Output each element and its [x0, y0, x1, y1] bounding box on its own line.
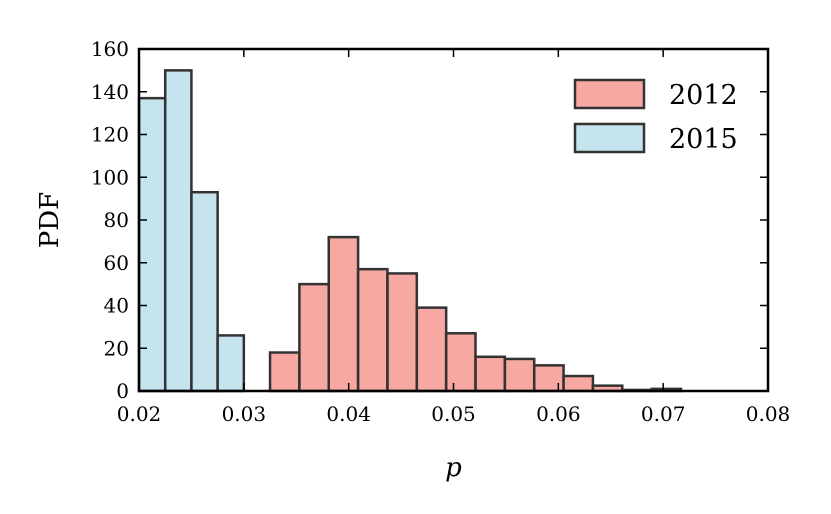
legend-swatch-2015: [573, 122, 646, 154]
x-tick-label: 0.04: [326, 402, 371, 426]
x-tick-label: 0.05: [431, 402, 476, 426]
y-tick-label: 0: [116, 379, 129, 403]
bar-2012-2: [327, 235, 360, 393]
bar-2012-4: [386, 272, 419, 393]
bar-2015-0: [137, 96, 167, 393]
x-tick-label: 0.02: [117, 402, 162, 426]
y-tick-label: 80: [104, 208, 129, 232]
bar-2012-10: [562, 374, 595, 393]
bar-2012-1: [298, 282, 330, 393]
y-tick-label: 20: [104, 336, 129, 360]
y-tick-label: 160: [91, 37, 129, 61]
x-tick-label: 0.07: [641, 402, 686, 426]
bar-2015-3: [216, 334, 246, 393]
y-axis-ticks: 0 20 40 60 80 100 120 140 160: [91, 37, 768, 403]
y-axis-label: PDF: [35, 192, 65, 248]
bar-2012-9: [532, 364, 565, 393]
y-tick-label: 140: [91, 80, 129, 104]
x-axis-ticks: 0.02 0.03 0.04 0.05 0.06 0.07 0.08: [117, 49, 791, 426]
bar-2012-3: [356, 267, 389, 393]
x-tick-label: 0.03: [222, 402, 267, 426]
bar-2012-0: [268, 351, 301, 393]
y-tick-label: 40: [104, 294, 129, 318]
y-tick-label: 120: [91, 123, 129, 147]
bar-2015-2: [190, 190, 219, 393]
bar-2012-5: [415, 306, 448, 393]
y-tick-label: 100: [91, 165, 129, 189]
legend: 2012 2015: [573, 78, 738, 155]
bar-2015-1: [163, 69, 193, 393]
legend-label-2015: 2015: [669, 124, 738, 155]
bar-2012-7: [474, 355, 507, 393]
y-tick-label: 60: [104, 251, 129, 275]
x-tick-label: 0.08: [746, 402, 791, 426]
series-2012-bars: [268, 235, 683, 393]
x-tick-label: 0.06: [536, 402, 581, 426]
legend-label-2012: 2012: [669, 80, 738, 111]
x-axis-label: p: [445, 453, 462, 483]
series-2015-bars: [137, 69, 246, 393]
bar-2012-8: [503, 357, 536, 393]
legend-swatch-2012: [573, 78, 646, 110]
bar-2012-6: [444, 332, 477, 393]
